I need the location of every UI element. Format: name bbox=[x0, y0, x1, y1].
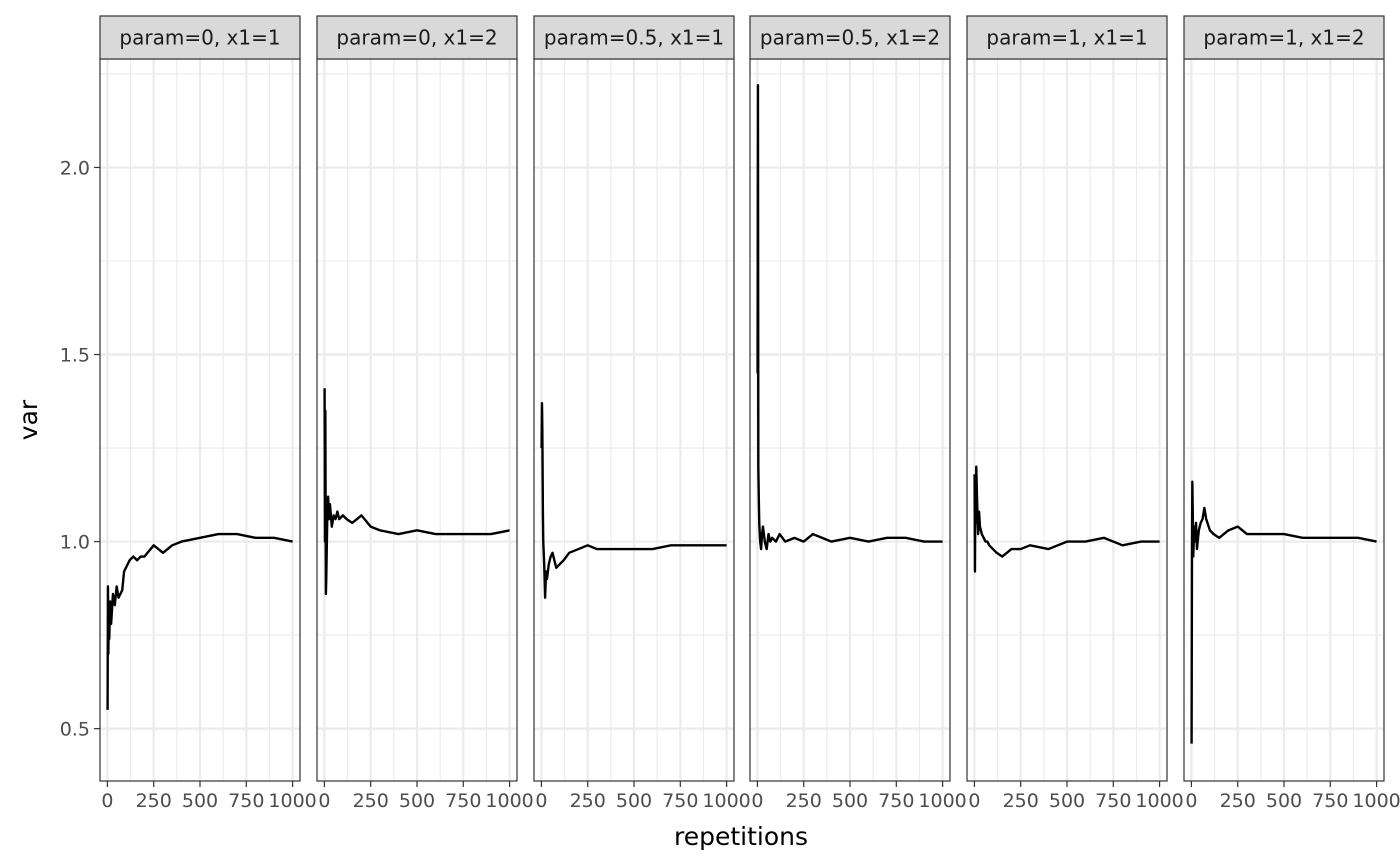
series-line bbox=[756, 83, 943, 551]
y-tick-label: 0.5 bbox=[60, 719, 90, 741]
x-tick-label: 500 bbox=[832, 790, 868, 812]
facet-strip-label: param=1, x1=1 bbox=[986, 26, 1147, 50]
facet-strip bbox=[99, 15, 301, 60]
facet-strip bbox=[966, 15, 1168, 60]
x-tick-label: 0 bbox=[318, 790, 330, 812]
x-tick-label: 250 bbox=[1003, 790, 1039, 812]
facet-strip bbox=[533, 15, 735, 60]
facet-panel: param=1, x1=1 0 250 500 750 1000 bbox=[966, 15, 1184, 812]
x-tick-label: 250 bbox=[570, 790, 606, 812]
x-tick-label: 750 bbox=[445, 790, 481, 812]
y-tick-label: 1.0 bbox=[60, 532, 90, 554]
facet-panel: param=1, x1=2 0 250 500 750 1000 bbox=[1183, 15, 1400, 812]
x-tick-label: 500 bbox=[1049, 790, 1085, 812]
facet-strip bbox=[1183, 15, 1385, 60]
x-tick-label: 750 bbox=[228, 790, 264, 812]
y-axis: 0.5 1.0 1.5 2.0 bbox=[60, 157, 100, 741]
x-tick-label: 750 bbox=[1095, 790, 1131, 812]
y-axis-title: var bbox=[14, 399, 43, 440]
facet-panel: param=0, x1=2 0 250 500 750 1000 bbox=[316, 15, 534, 812]
x-axis-title: repetitions bbox=[674, 822, 808, 851]
x-tick-label: 500 bbox=[182, 790, 218, 812]
facet-strip-label: param=0.5, x1=1 bbox=[544, 26, 724, 50]
facet-strip-label: param=0, x1=1 bbox=[119, 26, 280, 50]
x-tick-label: 0 bbox=[535, 790, 547, 812]
x-tick-label: 750 bbox=[1312, 790, 1348, 812]
x-tick-label: 500 bbox=[616, 790, 652, 812]
y-tick-label: 1.5 bbox=[60, 345, 90, 367]
series-line bbox=[973, 465, 1160, 573]
x-tick-label: 0 bbox=[751, 790, 763, 812]
x-tick-label: 500 bbox=[399, 790, 435, 812]
series-line bbox=[323, 388, 510, 596]
x-tick-label: 1000 bbox=[1352, 790, 1400, 812]
x-tick-label: 250 bbox=[136, 790, 172, 812]
series-line bbox=[106, 532, 293, 710]
facet-strip bbox=[749, 15, 951, 60]
x-tick-label: 0 bbox=[1185, 790, 1197, 812]
x-tick-label: 750 bbox=[878, 790, 914, 812]
x-tick-label: 1000 bbox=[268, 790, 316, 812]
series-line bbox=[540, 401, 727, 599]
x-tick-label: 250 bbox=[1220, 790, 1256, 812]
x-tick-label: 750 bbox=[662, 790, 698, 812]
facet-strip-label: param=0, x1=2 bbox=[336, 26, 497, 50]
y-tick-label: 2.0 bbox=[60, 157, 90, 179]
x-tick-label: 0 bbox=[968, 790, 980, 812]
facet-panel: param=0, x1=1 0 250 500 750 1000 bbox=[99, 15, 317, 812]
series-line bbox=[1190, 480, 1377, 744]
x-tick-label: 0 bbox=[101, 790, 113, 812]
x-tick-label: 250 bbox=[353, 790, 389, 812]
facet-panel: param=0.5, x1=2 0 250 500 750 1000 bbox=[749, 15, 967, 812]
x-tick-label: 1000 bbox=[1135, 790, 1183, 812]
x-tick-label: 1000 bbox=[485, 790, 533, 812]
facet-panel: param=0.5, x1=1 0 250 500 750 1000 bbox=[533, 15, 751, 812]
x-tick-label: 1000 bbox=[702, 790, 750, 812]
x-tick-label: 250 bbox=[786, 790, 822, 812]
x-tick-label: 500 bbox=[1266, 790, 1302, 812]
x-tick-label: 1000 bbox=[918, 790, 966, 812]
facet-strip-label: param=0.5, x1=2 bbox=[760, 26, 940, 50]
facet-strip-label: param=1, x1=2 bbox=[1203, 26, 1364, 50]
facet-strip bbox=[316, 15, 518, 60]
